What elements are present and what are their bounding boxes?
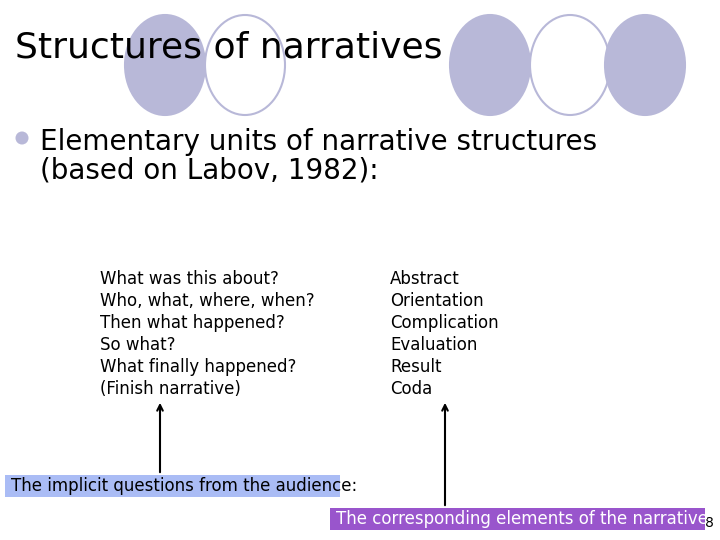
Text: Structures of narratives: Structures of narratives — [15, 30, 443, 64]
Text: Then what happened?: Then what happened? — [100, 314, 284, 332]
Text: Who, what, where, when?: Who, what, where, when? — [100, 292, 315, 310]
Text: The implicit questions from the audience:: The implicit questions from the audience… — [11, 477, 357, 495]
Ellipse shape — [605, 15, 685, 115]
Text: What was this about?: What was this about? — [100, 270, 279, 288]
Ellipse shape — [16, 132, 29, 145]
Ellipse shape — [205, 15, 285, 115]
Text: What finally happened?: What finally happened? — [100, 358, 297, 376]
Text: Coda: Coda — [390, 380, 432, 398]
Text: Abstract: Abstract — [390, 270, 460, 288]
Text: Result: Result — [390, 358, 441, 376]
Text: The corresponding elements of the narrative: The corresponding elements of the narrat… — [336, 510, 708, 528]
Ellipse shape — [530, 15, 610, 115]
Text: Complication: Complication — [390, 314, 499, 332]
Text: (based on Labov, 1982):: (based on Labov, 1982): — [40, 156, 379, 184]
Ellipse shape — [125, 15, 205, 115]
Text: So what?: So what? — [100, 336, 176, 354]
Ellipse shape — [450, 15, 530, 115]
Text: Evaluation: Evaluation — [390, 336, 477, 354]
Text: 8: 8 — [705, 516, 714, 530]
FancyBboxPatch shape — [330, 508, 705, 530]
Text: Orientation: Orientation — [390, 292, 484, 310]
Text: Elementary units of narrative structures: Elementary units of narrative structures — [40, 128, 597, 156]
Text: (Finish narrative): (Finish narrative) — [100, 380, 241, 398]
FancyBboxPatch shape — [5, 475, 340, 497]
